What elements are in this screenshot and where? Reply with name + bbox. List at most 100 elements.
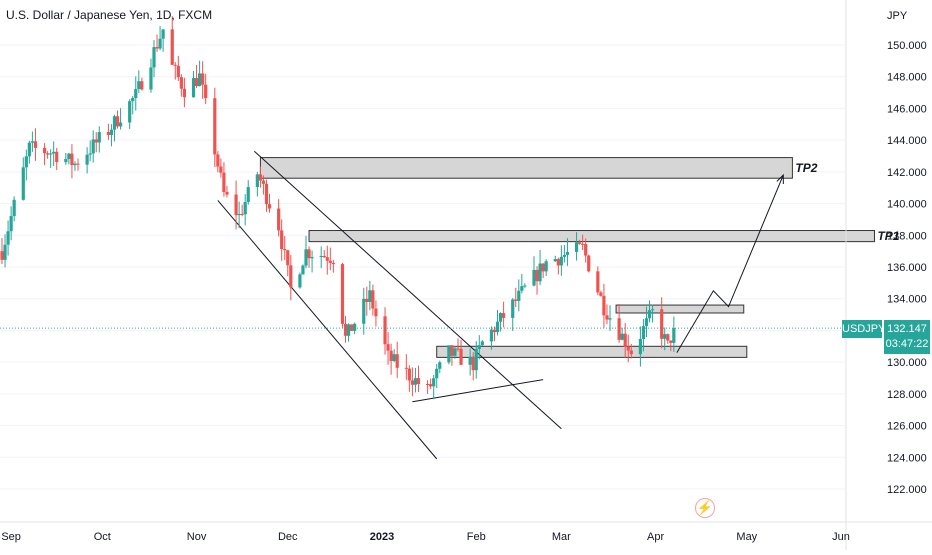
- y-tick-label: 144.000: [887, 135, 927, 147]
- candle: [152, 40, 156, 78]
- candle: [267, 193, 272, 213]
- candle-body: [626, 346, 630, 351]
- candle: [46, 151, 50, 159]
- candle: [310, 250, 314, 273]
- candle-body: [362, 298, 366, 324]
- candle-body: [553, 259, 557, 262]
- x-tick-label: Apr: [647, 531, 664, 543]
- candle: [407, 365, 411, 392]
- candle-body: [70, 153, 74, 166]
- symbol-badge[interactable]: USDJPY: [842, 320, 885, 338]
- candle-body: [152, 47, 156, 68]
- candle: [647, 300, 652, 323]
- candle: [538, 249, 542, 286]
- candle-body: [42, 147, 47, 154]
- candle-body: [6, 231, 10, 245]
- candle: [255, 172, 259, 197]
- candle: [131, 96, 135, 115]
- candle: [173, 62, 177, 80]
- candle-body: [112, 116, 117, 130]
- candle: [225, 185, 229, 198]
- candle: [468, 348, 472, 376]
- candle: [429, 378, 433, 390]
- candle: [3, 234, 7, 268]
- candle-body: [115, 116, 120, 127]
- candle: [158, 25, 162, 51]
- candle: [301, 264, 305, 275]
- candle: [514, 287, 518, 308]
- candle-body: [453, 348, 457, 356]
- candle-body: [267, 204, 272, 209]
- candle-body: [638, 339, 642, 355]
- candle-body: [46, 153, 50, 155]
- candle: [374, 300, 378, 327]
- candle-body: [532, 269, 536, 286]
- candle-body: [584, 244, 588, 256]
- candle: [435, 363, 439, 389]
- candle-body: [264, 183, 269, 205]
- candle: [277, 199, 281, 237]
- candle: [432, 374, 436, 400]
- y-tick-label: 146.000: [887, 103, 927, 115]
- x-tick-label: Jun: [832, 531, 850, 543]
- candle-body: [495, 321, 500, 333]
- countdown-timer: 03:47:22: [885, 338, 929, 350]
- candle-body: [328, 260, 332, 263]
- y-tick-label: 142.000: [887, 167, 927, 179]
- zone-label: TP2: [795, 161, 817, 175]
- candle: [672, 316, 676, 352]
- candle-body: [565, 251, 570, 255]
- candle-body: [88, 153, 92, 155]
- candle: [474, 341, 478, 379]
- candle-body: [432, 378, 436, 387]
- candle-body: [605, 315, 609, 320]
- candle: [201, 61, 205, 99]
- candle-body: [650, 309, 655, 311]
- candle-body: [602, 295, 606, 316]
- candle-body: [343, 323, 348, 336]
- candle: [541, 263, 545, 279]
- candle: [94, 132, 98, 153]
- candle-body: [450, 345, 454, 356]
- candle-body: [389, 350, 393, 362]
- candle-body: [578, 242, 582, 244]
- candle-body: [131, 97, 135, 102]
- candle-body: [52, 151, 56, 154]
- target-zone: [259, 157, 793, 179]
- candle-body: [489, 329, 494, 342]
- x-tick-label: 2023: [370, 531, 394, 543]
- candle-body: [608, 318, 612, 320]
- target-zone: [436, 345, 748, 358]
- candle: [112, 114, 117, 142]
- candle: [176, 56, 180, 81]
- candle-body: [368, 290, 372, 302]
- alert-icon[interactable]: ⚡: [695, 498, 715, 518]
- candle-body: [407, 368, 411, 381]
- candle: [24, 149, 28, 181]
- candle: [553, 255, 557, 262]
- candle: [502, 301, 506, 328]
- candle-body: [514, 299, 518, 301]
- candle-body: [416, 378, 421, 384]
- candle: [222, 162, 226, 197]
- y-tick-label: 148.000: [887, 72, 927, 84]
- y-tick-label: 140.000: [887, 199, 927, 211]
- candle-body: [535, 269, 539, 282]
- candle: [447, 345, 451, 365]
- candle: [532, 256, 536, 287]
- candle: [660, 297, 664, 349]
- candle: [365, 286, 369, 316]
- candle: [194, 64, 199, 88]
- candle-body: [322, 256, 326, 258]
- x-tick-label: Mar: [552, 531, 571, 543]
- candle-body: [301, 265, 305, 275]
- candle: [426, 380, 430, 394]
- candle-body: [289, 265, 293, 288]
- candle-body: [179, 77, 183, 89]
- x-tick-label: Dec: [278, 531, 298, 543]
- candle-body: [234, 194, 238, 216]
- candle-body: [480, 341, 484, 346]
- candle: [328, 247, 332, 271]
